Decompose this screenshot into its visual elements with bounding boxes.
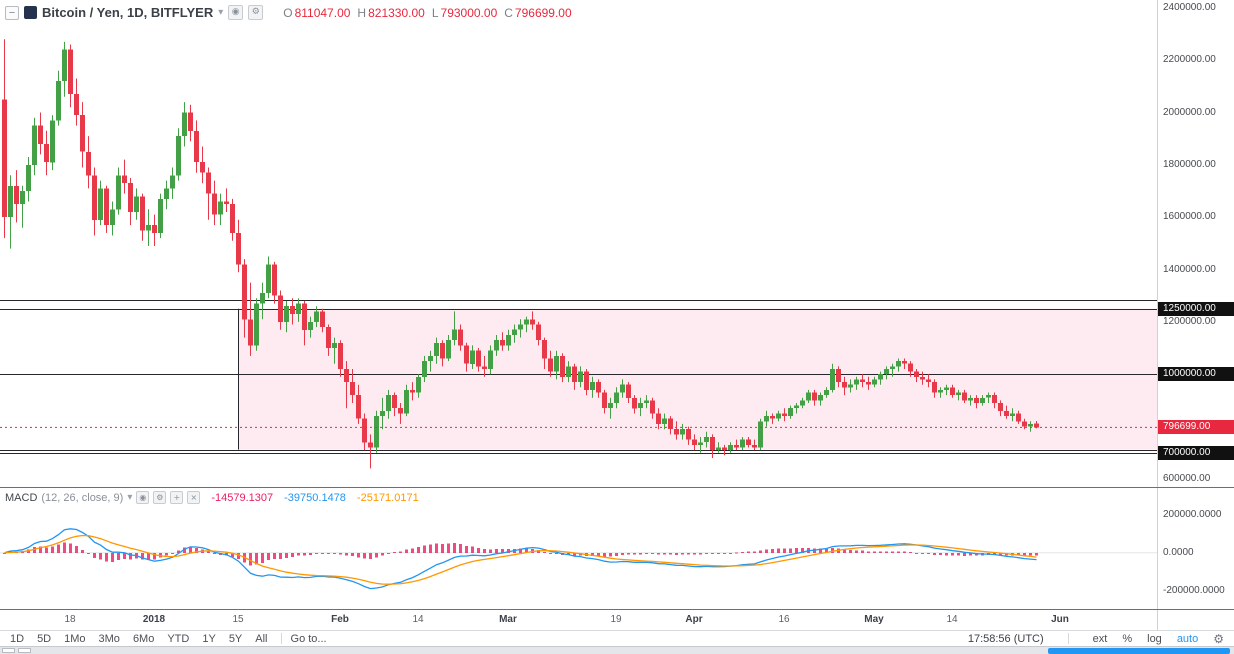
macd-line-value: -39750.1478	[284, 491, 346, 504]
chevron-down-icon[interactable]: ▾	[218, 7, 224, 18]
price-level-badge: 1250000.00	[1158, 302, 1234, 316]
bottom-chip[interactable]	[2, 648, 15, 653]
macd-tick-label: 0.0000	[1163, 547, 1194, 558]
range-button[interactable]: YTD	[167, 632, 190, 645]
close-icon[interactable]: ×	[187, 491, 201, 504]
time-tick-label: Apr	[685, 614, 703, 625]
close-label: C	[504, 5, 513, 20]
indicator-params: (12, 26, close, 9)	[41, 491, 124, 504]
toolbar-divider	[1067, 633, 1069, 644]
time-tick-label: Jun	[1051, 614, 1069, 625]
open-value: 811047.00	[294, 5, 351, 20]
chevron-down-icon[interactable]: ▾	[127, 492, 133, 503]
indicator-title[interactable]: MACD	[5, 491, 38, 504]
collapse-pane-button[interactable]: −	[5, 5, 19, 20]
price-tick-label: 600000.00	[1163, 473, 1211, 484]
macd-tick-label: -200000.0000	[1163, 585, 1225, 596]
macd-plot[interactable]: MACD (12, 26, close, 9) ▾ ◉ ⚙ + × -14579…	[0, 488, 1157, 609]
low-label: L	[431, 5, 439, 20]
range-button[interactable]: 6Mo	[132, 632, 155, 645]
bottom-chip[interactable]	[18, 648, 31, 653]
time-axis[interactable]: 18 2018 15 Feb 14 Mar 19 Apr 16 May 14 Jun	[0, 610, 1234, 630]
bottom-toolbar: 1D 5D 1Mo 3Mo 6Mo YTD 1Y 5Y All Go to... 17:58:5…	[0, 630, 1234, 646]
high-label: H	[357, 5, 367, 20]
price-pane: − Bitcoin / Yen, 1D, BITFLYER ▾ ◉ ⚙ O 811…	[0, 0, 1234, 488]
symbol-logo-icon	[24, 6, 37, 19]
time-tick-label: 18	[64, 614, 76, 625]
high-value: 821330.00	[368, 5, 425, 20]
goto-button[interactable]: Go to...	[290, 632, 327, 645]
time-tick-label: Feb	[331, 614, 349, 625]
percent-scale-toggle[interactable]: %	[1122, 632, 1133, 645]
price-tick-label: 1400000.00	[1163, 264, 1216, 275]
time-tick-label: 2018	[142, 614, 166, 625]
macd-signal-value: -25171.0171	[356, 491, 419, 504]
price-tick-label: 1200000.00	[1163, 316, 1216, 327]
eye-icon[interactable]: ◉	[136, 491, 150, 504]
macd-chart[interactable]	[0, 488, 1157, 609]
last-price-badge: 796699.00	[1158, 420, 1234, 434]
settings-gear-icon[interactable]: ⚙	[1213, 631, 1224, 646]
macd-pane: MACD (12, 26, close, 9) ▾ ◉ ⚙ + × -14579…	[0, 488, 1234, 610]
symbol-legend: − Bitcoin / Yen, 1D, BITFLYER ▾ ◉ ⚙ O 811…	[5, 5, 572, 20]
range-button[interactable]: 1Mo	[64, 632, 86, 645]
range-button[interactable]: 5Y	[228, 632, 243, 645]
time-tick-label: 15	[232, 614, 244, 625]
time-tick-label: 19	[610, 614, 622, 625]
time-tick-label: 14	[412, 614, 424, 625]
price-axis[interactable]: 2400000.00 2200000.00 2000000.00 1800000.00…	[1157, 0, 1234, 487]
range-button[interactable]: All	[255, 632, 268, 645]
price-tick-label: 1800000.00	[1163, 159, 1216, 170]
macd-tick-label: 200000.0000	[1163, 509, 1222, 520]
price-level-badge: 700000.00	[1158, 446, 1234, 460]
log-scale-toggle[interactable]: log	[1147, 632, 1162, 645]
time-tick-label: May	[864, 614, 884, 625]
range-button[interactable]: 1Y	[202, 632, 216, 645]
price-level-badge: 1000000.00	[1158, 367, 1234, 381]
gear-icon[interactable]: ⚙	[153, 491, 167, 504]
price-plot[interactable]: − Bitcoin / Yen, 1D, BITFLYER ▾ ◉ ⚙ O 811…	[0, 0, 1157, 487]
range-button[interactable]: 1D	[10, 632, 25, 645]
time-tick-label: 16	[778, 614, 790, 625]
range-selector: 1D 5D 1Mo 3Mo 6Mo YTD 1Y 5Y All	[10, 633, 268, 645]
open-label: O	[283, 5, 293, 20]
toolbar-divider	[280, 633, 282, 644]
cropped-bottom-panel	[0, 646, 1234, 654]
price-tick-label: 2400000.00	[1163, 2, 1216, 13]
extended-hours-toggle[interactable]: ext	[1092, 632, 1108, 645]
time-tick-strip[interactable]: 18 2018 15 Feb 14 Mar 19 Apr 16 May 14 Jun	[0, 610, 1157, 630]
close-value: 796699.00	[514, 5, 572, 20]
candlestick-chart[interactable]	[0, 0, 1157, 487]
price-tick-label: 2000000.00	[1163, 107, 1216, 118]
macd-legend: MACD (12, 26, close, 9) ▾ ◉ ⚙ + × -14579…	[5, 491, 419, 504]
add-icon[interactable]: +	[170, 491, 184, 504]
toolbar-right-group: 17:58:56 (UTC) ext % log auto ⚙	[968, 633, 1224, 645]
time-tick-label: 14	[946, 614, 958, 625]
ohlc-readout: O 811047.00 H 821330.00 L 793000.00 C 796699…	[276, 6, 571, 20]
clock[interactable]: 17:58:56 (UTC)	[967, 632, 1044, 645]
low-value: 793000.00	[440, 5, 498, 20]
axis-corner	[1157, 610, 1234, 630]
range-button[interactable]: 3Mo	[98, 632, 120, 645]
eye-icon[interactable]: ◉	[228, 5, 244, 20]
macd-histogram-value: -14579.1307	[211, 491, 274, 504]
price-tick-label: 2200000.00	[1163, 54, 1216, 65]
gear-icon[interactable]: ⚙	[248, 5, 264, 20]
partial-blue-button[interactable]	[1048, 648, 1230, 654]
range-button[interactable]: 5D	[37, 632, 52, 645]
price-tick-label: 1600000.00	[1163, 211, 1216, 222]
macd-axis[interactable]: 200000.0000 0.0000 -200000.0000	[1157, 488, 1234, 609]
auto-scale-toggle[interactable]: auto	[1176, 632, 1199, 645]
symbol-title[interactable]: Bitcoin / Yen, 1D, BITFLYER	[42, 5, 214, 20]
time-tick-label: Mar	[499, 614, 517, 625]
